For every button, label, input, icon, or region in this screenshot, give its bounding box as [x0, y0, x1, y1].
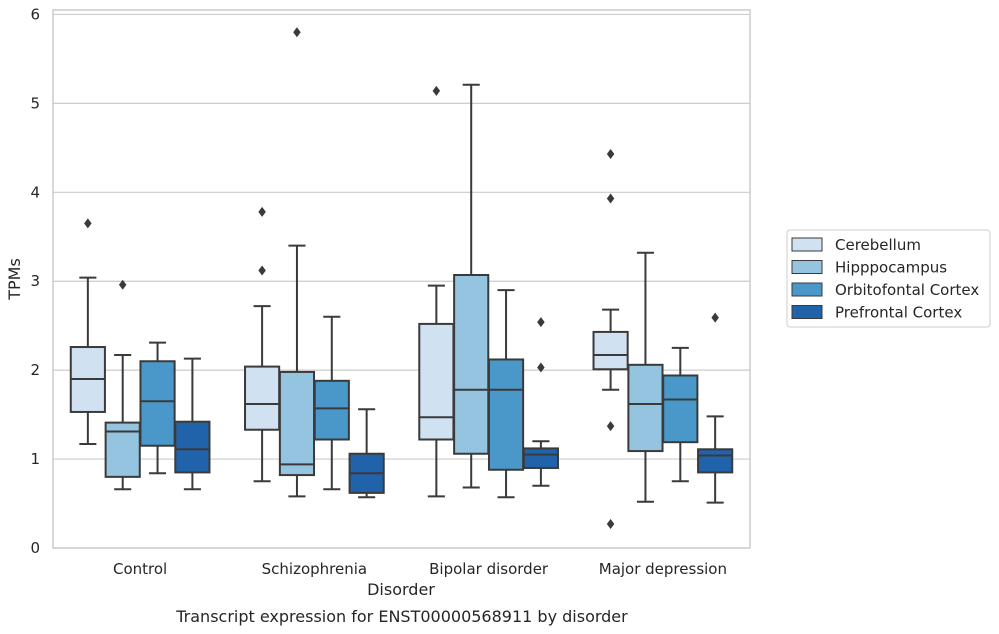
y-tick-label: 2 — [30, 361, 40, 379]
box-cerebellum — [592, 149, 629, 529]
box-body — [453, 273, 490, 455]
legend-swatch — [791, 305, 823, 319]
box-hipppocampus — [278, 27, 316, 498]
outlier-point — [432, 85, 441, 96]
y-tick-label: 5 — [30, 94, 40, 112]
box-cerebellum — [418, 85, 455, 498]
legend-swatch — [791, 237, 823, 252]
legend-swatch — [791, 282, 823, 297]
box-hipppocampus — [453, 83, 490, 489]
box-groups — [69, 27, 734, 529]
box-orbitofontal-cortex — [313, 315, 350, 491]
chart-caption: Transcript expression for ENST0000056891… — [175, 607, 628, 626]
box-prefrontal-cortex — [348, 408, 385, 499]
box-prefrontal-cortex — [174, 357, 211, 491]
outlier-point — [606, 193, 615, 204]
box-body — [313, 379, 350, 441]
box-body — [592, 330, 629, 371]
x-tick-label: Control — [113, 560, 167, 578]
outlier-point — [84, 218, 92, 229]
x-tick-label: Schizophrenia — [262, 560, 367, 578]
box-body — [627, 363, 664, 453]
y-tick-label: 4 — [30, 183, 40, 201]
outlier-point — [537, 317, 545, 328]
box-body — [662, 374, 699, 444]
box-orbitofontal-cortex — [139, 341, 176, 475]
box-hipppocampus — [627, 251, 664, 503]
legend-label: Cerebellum — [835, 236, 921, 254]
x-tick-label: Bipolar disorder — [429, 560, 549, 578]
box-prefrontal-cortex — [697, 312, 734, 504]
box-hipppocampus — [104, 279, 141, 491]
legend-label: Prefrontal Cortex — [835, 304, 962, 322]
box-body — [139, 360, 176, 447]
outlier-point — [537, 362, 545, 373]
legend-label: Orbitofontal Cortex — [835, 281, 979, 299]
legend-swatch — [791, 260, 823, 274]
x-tick-label: Major depression — [599, 560, 727, 578]
outlier-point — [606, 149, 615, 160]
box-body — [278, 370, 316, 477]
plot-area-frame — [52, 9, 751, 549]
y-axis-label: TPMs — [5, 258, 24, 301]
outlier-point — [293, 27, 301, 38]
y-tick-labels: 0 1 2 3 4 5 6 — [30, 5, 40, 557]
y-tick-label: 0 — [30, 539, 40, 557]
legend: Cerebellum Hipppocampus Orbitofontal Corte… — [786, 229, 991, 328]
box-body — [244, 365, 281, 431]
box-body — [522, 447, 559, 469]
x-axis-label: Disorder — [367, 580, 435, 599]
box-body — [487, 358, 525, 471]
legend-label: Hipppocampus — [835, 259, 947, 277]
outlier-point — [118, 279, 127, 290]
box-orbitofontal-cortex — [662, 346, 699, 483]
box-prefrontal-cortex — [522, 317, 559, 487]
outlier-point — [606, 421, 615, 432]
y-tick-label: 3 — [30, 272, 40, 290]
box-cerebellum — [244, 206, 281, 483]
box-cerebellum — [69, 218, 106, 445]
y-tick-label: 1 — [30, 450, 40, 468]
box-body — [418, 322, 455, 441]
outlier-point — [606, 518, 615, 529]
outlier-point — [258, 265, 266, 276]
outlier-point — [711, 312, 719, 323]
box-body — [174, 420, 211, 474]
box-orbitofontal-cortex — [487, 289, 525, 499]
outlier-point — [258, 206, 266, 217]
box-body — [697, 448, 734, 474]
legend-frame — [786, 229, 991, 328]
y-tick-label: 6 — [30, 5, 40, 23]
x-tick-labels: Control Schizophrenia Bipolar disorder Majo… — [113, 560, 727, 578]
